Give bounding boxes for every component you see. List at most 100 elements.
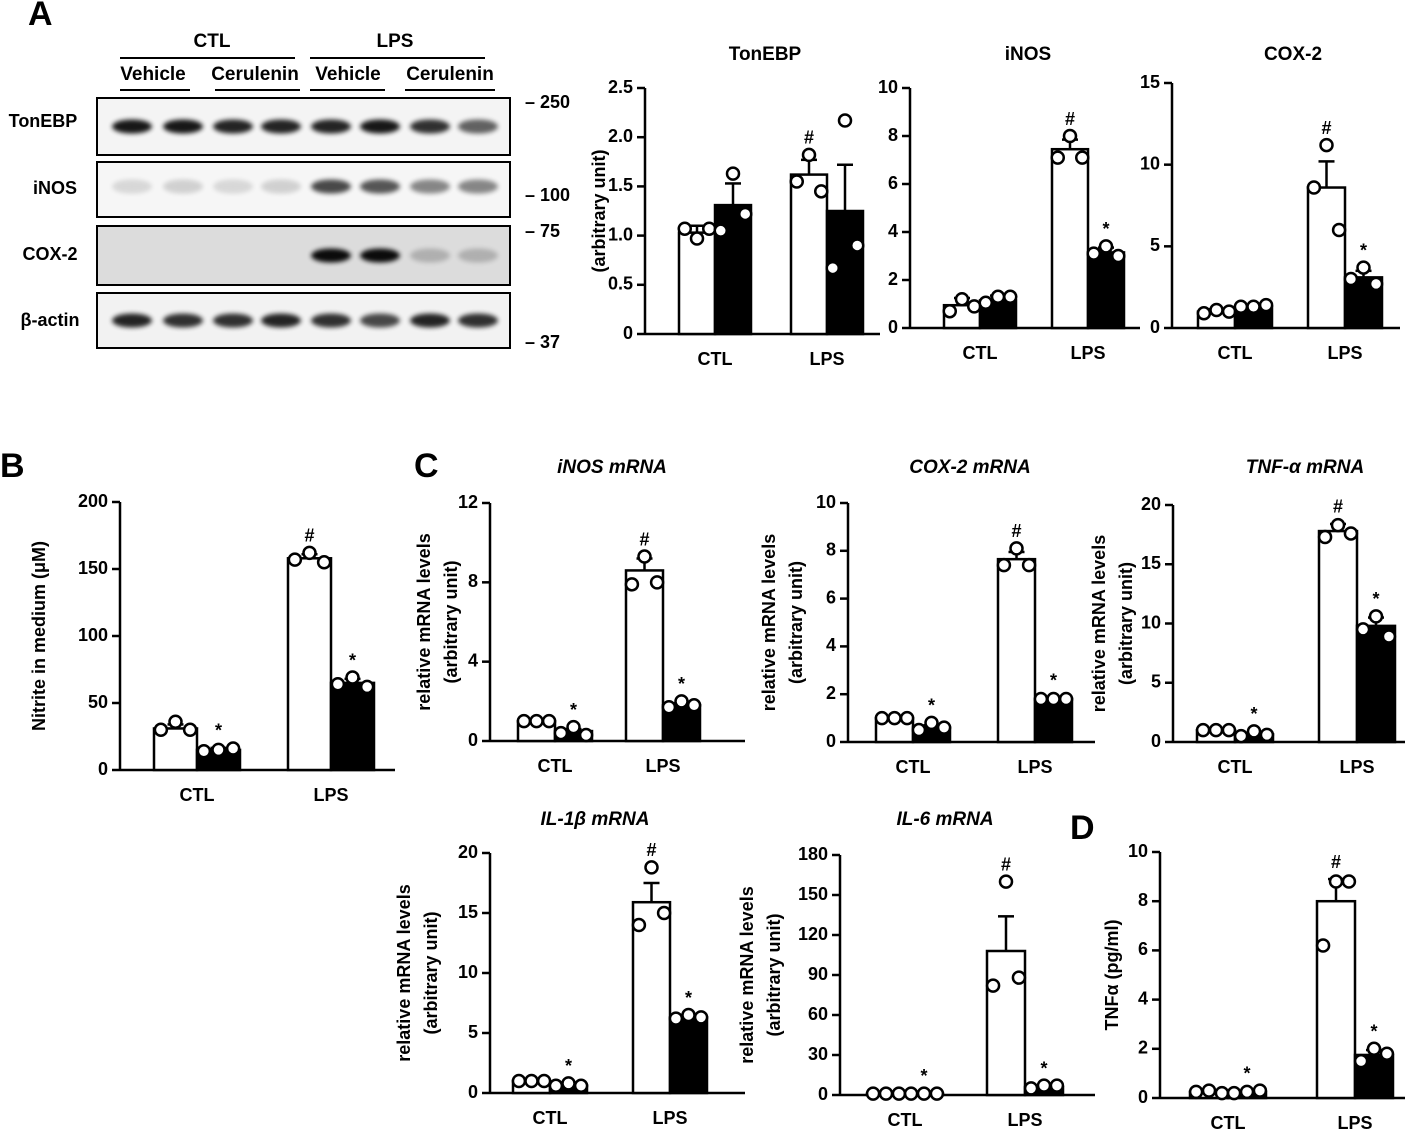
y-tick-label: 0.5: [608, 274, 633, 294]
bar: [1306, 186, 1347, 330]
treatment-label: Vehicle: [120, 64, 186, 85]
data-point: [887, 710, 902, 726]
data-point: [985, 978, 1001, 993]
band: [360, 248, 400, 263]
data-point: [903, 1086, 919, 1101]
blot-image: [96, 225, 511, 286]
y-tick-label: 150: [798, 884, 828, 904]
data-point: [837, 113, 853, 128]
x-tick-label: CTL: [533, 1108, 568, 1128]
y-tick-label: 0: [818, 1084, 828, 1104]
data-point: [1368, 609, 1384, 624]
y-tick-label: 6: [888, 173, 898, 193]
data-point: [516, 713, 532, 729]
y-tick-label: 10: [1128, 841, 1148, 861]
band: [112, 119, 152, 134]
band: [213, 119, 253, 134]
significance-label: *: [1040, 1058, 1047, 1078]
significance-label: *: [565, 1056, 572, 1076]
data-point: [1195, 722, 1211, 738]
band: [213, 179, 253, 194]
data-point: [656, 905, 672, 921]
data-point: [1221, 722, 1237, 738]
data-point: [1208, 722, 1224, 738]
data-point: [737, 206, 753, 222]
treatment-label: Cerulenin: [406, 64, 494, 85]
data-point: [1046, 691, 1061, 707]
data-point: [813, 184, 829, 199]
y-tick-label: 5: [1150, 235, 1160, 255]
y-tick-label: 15: [1141, 553, 1161, 573]
y-tick-label: 180: [798, 844, 828, 864]
data-point: [153, 722, 169, 738]
data-point: [1341, 874, 1357, 889]
data-point: [1355, 622, 1371, 637]
data-point: [661, 700, 677, 715]
chart-title: iNOS: [1005, 44, 1051, 65]
data-point: [924, 715, 939, 731]
significance-label: *: [1250, 704, 1257, 724]
y-tick-label: 10: [878, 77, 898, 97]
significance-label: *: [678, 674, 685, 694]
data-point: [1330, 517, 1346, 533]
bar: [996, 557, 1037, 744]
data-point: [878, 1086, 894, 1101]
significance-label: *: [685, 988, 692, 1008]
y-tick-label: 0: [888, 317, 898, 337]
data-point: [345, 670, 360, 685]
mw-marker: – 75: [525, 221, 560, 241]
data-point: [801, 147, 817, 163]
y-tick-label: 0: [623, 323, 633, 343]
data-point: [359, 679, 375, 695]
data-point: [1002, 289, 1018, 305]
data-point: [168, 714, 183, 730]
data-point: [693, 1010, 709, 1025]
data-point: [1098, 239, 1114, 254]
y-tick-label: 2: [1138, 1038, 1148, 1058]
bar: [624, 569, 665, 743]
row-label: TonEBP: [9, 111, 78, 131]
data-point: [1011, 970, 1027, 985]
data-point: [998, 874, 1014, 889]
data-point: [1353, 1053, 1369, 1069]
chart-title: COX-2: [1264, 44, 1322, 65]
data-point: [541, 713, 557, 729]
y-tick-label: 6: [826, 587, 836, 607]
y-tick-label: 60: [808, 1004, 828, 1024]
x-tick-label: CTL: [963, 343, 998, 363]
bar: [1050, 147, 1090, 330]
chart: IL-6 mRNA relative mRNA levels (arbitrary …: [737, 809, 1095, 1130]
y-axis-label: Nitrite in medium (μM): [29, 541, 49, 731]
x-tick-label: LPS: [1327, 343, 1362, 363]
significance-label: *: [349, 650, 356, 670]
data-point: [1009, 541, 1024, 556]
data-point: [287, 552, 303, 567]
row-label: COX-2: [22, 244, 77, 264]
x-tick-label: LPS: [1070, 343, 1105, 363]
data-point: [1239, 1084, 1255, 1100]
data-point: [1058, 691, 1074, 707]
row-label: β-actin: [21, 310, 80, 330]
y-tick-label: 2: [826, 683, 836, 703]
chart-title: TonEBP: [729, 44, 802, 65]
band: [311, 179, 351, 194]
band: [311, 248, 351, 263]
band: [213, 313, 253, 328]
y-tick-label: 4: [826, 635, 836, 655]
data-point: [1214, 1085, 1230, 1101]
data-point: [1259, 727, 1275, 743]
data-point: [524, 1073, 539, 1089]
data-point: [649, 575, 665, 590]
data-point: [316, 555, 332, 570]
y-tick-label: 120: [798, 924, 828, 944]
data-point: [789, 174, 805, 189]
y-tick-label: 10: [458, 962, 478, 982]
data-point: [578, 727, 594, 743]
x-tick-label: CTL: [888, 1110, 923, 1130]
bar: [286, 557, 333, 772]
y-axis-label: relative mRNA levels: [1089, 535, 1109, 712]
mw-marker: – 250: [525, 92, 570, 112]
data-point: [548, 1078, 564, 1094]
significance-label: *: [1370, 1022, 1377, 1042]
y-tick-label: 10: [1140, 153, 1160, 173]
